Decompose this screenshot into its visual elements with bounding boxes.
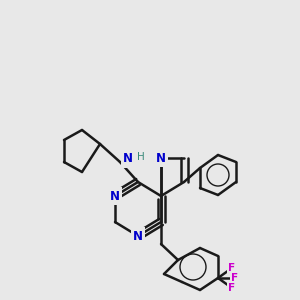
Text: F: F bbox=[228, 263, 236, 273]
Text: N: N bbox=[133, 230, 143, 242]
Text: H: H bbox=[137, 152, 145, 162]
Text: N: N bbox=[123, 152, 133, 166]
Text: N: N bbox=[156, 152, 166, 164]
Text: F: F bbox=[228, 283, 236, 293]
Text: F: F bbox=[231, 273, 239, 283]
Text: N: N bbox=[110, 190, 120, 202]
